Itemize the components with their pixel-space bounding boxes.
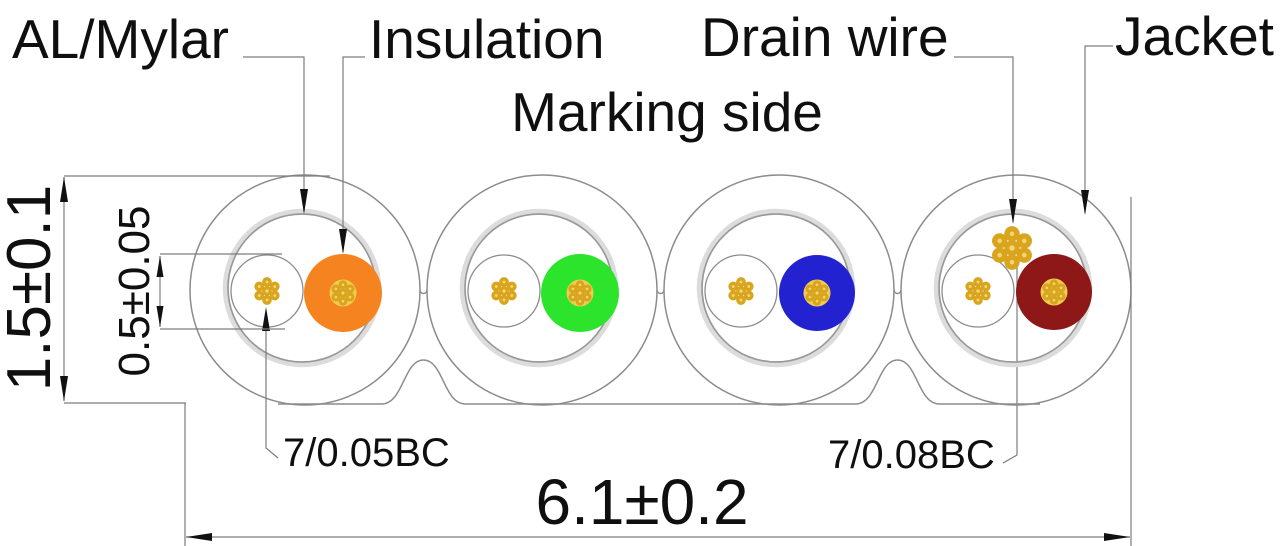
drain-wire-label: Drain wire <box>701 6 949 68</box>
drain-channel-circle <box>941 254 1015 328</box>
small-drain-bundle <box>959 273 997 309</box>
drain-arrow-down <box>156 306 164 327</box>
small-conductor-spec-label: 7/0.05BC <box>283 431 450 475</box>
drain-conductor-leader-line <box>1002 258 1018 464</box>
wire-unit-4 <box>933 208 1093 368</box>
insulation-label: Insulation <box>369 8 604 70</box>
drain-wire-arrowhead <box>1009 199 1017 224</box>
marking-side-label: Marking side <box>511 81 823 143</box>
dimension-drain-channel <box>156 253 285 330</box>
wire-unit-3 <box>696 208 856 368</box>
drain-channel-circle <box>467 254 541 328</box>
wire-unit-1 <box>222 208 382 368</box>
al-mylar-leader-line <box>243 56 305 212</box>
width-dimension-label: 6.1±0.2 <box>535 466 748 538</box>
wire-unit-2 <box>459 208 619 368</box>
dimension-height <box>60 175 330 404</box>
insulation-leader-line <box>342 56 365 252</box>
al-mylar-arrowhead <box>300 189 308 214</box>
al-mylar-label: AL/Mylar <box>12 8 229 70</box>
width-arrow-right <box>1104 533 1130 541</box>
small-drain-bundle <box>722 273 760 309</box>
small-conductor-leader-line <box>265 312 279 459</box>
small-conductor-arrowhead <box>262 307 270 331</box>
jacket-label: Jacket <box>1115 5 1274 67</box>
small-drain-bundle <box>485 273 523 309</box>
drain-conductor-spec-label: 7/0.08BC <box>828 433 995 477</box>
label-leaders <box>243 45 1113 459</box>
small-drain-bundle <box>248 273 286 309</box>
drain-arrow-up <box>156 256 164 277</box>
jacket-leader-line <box>1084 45 1113 213</box>
insulation-arrowhead <box>339 229 347 254</box>
width-arrow-left <box>186 533 212 541</box>
drain-wire-leader-line <box>954 56 1014 222</box>
drain-channel-dimension-label: 0.5±0.05 <box>110 206 159 377</box>
jacket-bottom-web <box>278 359 1040 405</box>
height-arrow-down <box>60 376 68 401</box>
jacket-arrowhead <box>1081 190 1089 215</box>
jacket-top-cusps <box>419 289 902 295</box>
height-arrow-up <box>60 177 68 202</box>
height-dimension-label: 1.5±0.1 <box>0 185 64 391</box>
dimension-width <box>184 197 1132 546</box>
drain-channel-circle <box>704 254 778 328</box>
